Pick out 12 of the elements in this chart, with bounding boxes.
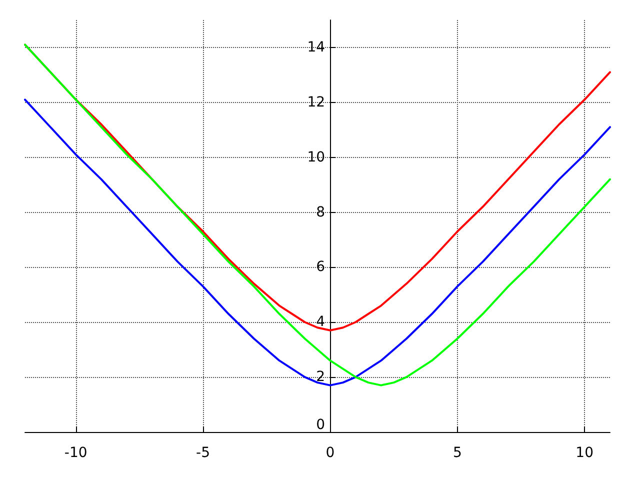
x-tick-label: 5: [452, 445, 462, 461]
y-tick-label: 2: [316, 369, 326, 386]
x-tick-label: 10: [576, 445, 594, 461]
y-tick-label: 14: [307, 39, 326, 56]
y-tick-label: 4: [316, 314, 326, 330]
y-tick-label: 6: [316, 259, 326, 276]
y-tick-label: 12: [307, 94, 326, 110]
x-tick-label: -10: [64, 445, 88, 461]
y-tick-label: 10: [307, 149, 326, 166]
y-tick-label: 8: [316, 204, 326, 220]
x-tick-label: -5: [196, 445, 210, 461]
y-tick-label: 0: [316, 417, 326, 433]
